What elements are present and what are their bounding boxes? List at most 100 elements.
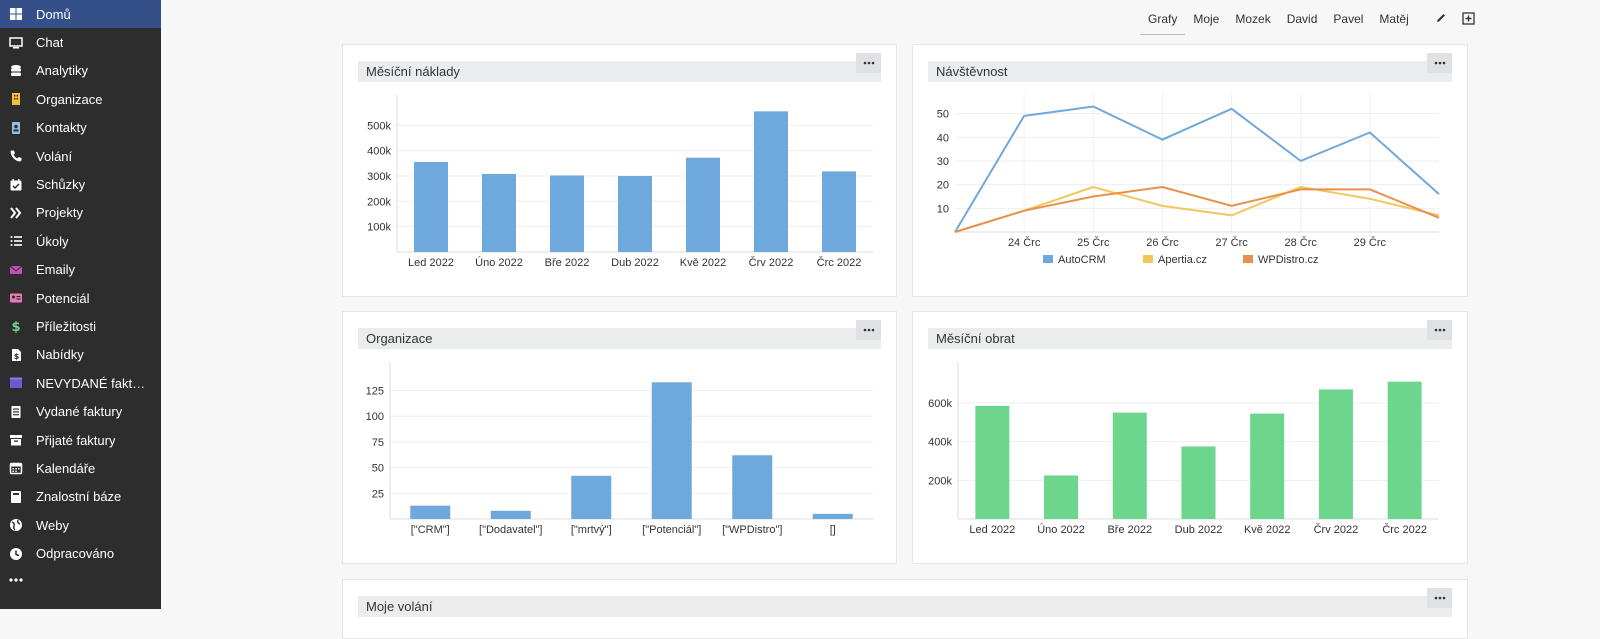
- legend-label: WPDistro.cz: [1258, 254, 1319, 266]
- bar: [732, 455, 773, 519]
- dashboard-tabs: Grafy Moje Mozek David Pavel Matěj: [1140, 0, 1479, 35]
- tab-mozek[interactable]: Mozek: [1235, 12, 1271, 26]
- bar: [1387, 381, 1422, 519]
- x-tick-label: Dub 2022: [611, 257, 659, 269]
- sidebar-item-invoice-draft[interactable]: NEVYDANÉ faktury: [0, 369, 161, 397]
- sidebar-item-database[interactable]: Analytiky: [0, 57, 161, 85]
- sidebar-item-label: Úkoly: [36, 233, 69, 249]
- calendar-icon: [9, 461, 23, 475]
- series-line-wpdistro-cz: [954, 185, 1440, 233]
- y-tick-label: 300k: [367, 171, 391, 183]
- sidebar-item-label: Projekty: [36, 205, 83, 221]
- sidebar-item-label: Emaily: [36, 262, 76, 278]
- x-tick-label: 29 Črc: [1354, 236, 1387, 249]
- x-tick-label: Črc 2022: [1382, 523, 1427, 536]
- sidebar-item-globe[interactable]: Weby: [0, 511, 161, 539]
- sidebar-item-id-card[interactable]: Potenciál: [0, 284, 161, 312]
- sidebar-item-calendar-check[interactable]: Schůzky: [0, 170, 161, 198]
- monthly-revenue-chart: 200k 400k 600k Led 2022 Úno 2022 Bře 2022 Dub …: [928, 362, 1439, 536]
- y-tick-label: 10: [937, 203, 949, 215]
- phone-icon: [9, 149, 23, 163]
- sidebar: Domů Chat Analytiky Organizace Kontakty Volán…: [0, 0, 161, 609]
- invoice-icon: [9, 405, 23, 419]
- x-tick-label: Črv 2022: [749, 256, 794, 269]
- organizations-chart: 25 50 75 100 125 ["CRM"] ["Dodavatel"] ["mrtvý"…: [366, 362, 873, 536]
- x-tick-label: Bře 2022: [545, 257, 590, 269]
- ellipsis-icon: [863, 61, 874, 65]
- sidebar-item-contact[interactable]: Kontakty: [0, 114, 161, 142]
- bar: [618, 175, 652, 252]
- y-tick-label: 75: [372, 437, 384, 449]
- sidebar-item-label: Příležitosti: [36, 318, 96, 334]
- chevrons-right-icon: [9, 206, 23, 220]
- bar: [975, 405, 1010, 519]
- sidebar-item-phone[interactable]: Volání: [0, 142, 161, 170]
- x-tick-label: Led 2022: [969, 524, 1015, 536]
- sidebar-item-label: Znalostní báze: [36, 489, 122, 505]
- sidebar-item-book[interactable]: Znalostní báze: [0, 483, 161, 511]
- sidebar-item-label: Volání: [36, 148, 73, 164]
- sidebar-item-label: Schůzky: [36, 177, 86, 193]
- sidebar-item-envelope[interactable]: Emaily: [0, 256, 161, 284]
- monthly-costs-chart: 100k 200k 300k 400k 500k Led 2022 Úno 2022 Bře …: [367, 95, 873, 269]
- bar: [651, 382, 692, 519]
- x-tick-label: 28 Črc: [1285, 236, 1318, 249]
- book-icon: [9, 490, 23, 504]
- add-dashboard-button[interactable]: [1459, 8, 1479, 28]
- sidebar-item-home[interactable]: Domů: [0, 0, 161, 29]
- panel-menu-button[interactable]: [1427, 53, 1452, 73]
- sidebar-more-button[interactable]: [0, 568, 161, 592]
- tab-matej[interactable]: Matěj: [1379, 12, 1409, 26]
- edit-dashboard-button[interactable]: [1431, 8, 1451, 28]
- sidebar-item-label: Odpracováno: [36, 546, 115, 562]
- sidebar-item-archive[interactable]: Přijaté faktury: [0, 426, 161, 454]
- bar: [812, 513, 853, 519]
- x-tick-label: ["Potenciál"]: [642, 524, 701, 536]
- y-tick-label: 30: [937, 156, 949, 168]
- sidebar-item-label: Kontakty: [36, 120, 87, 136]
- panel-menu-button[interactable]: [856, 320, 881, 340]
- sidebar-item-label: Organizace: [36, 91, 103, 107]
- bar: [686, 157, 720, 252]
- tab-grafy[interactable]: Grafy: [1140, 4, 1186, 35]
- sidebar-item-chevrons-right[interactable]: Projekty: [0, 199, 161, 227]
- archive-icon: [9, 433, 23, 447]
- legend-swatch: [1043, 255, 1053, 263]
- sidebar-item-dollar[interactable]: $ Příležitosti: [0, 312, 161, 340]
- calendar-check-icon: [9, 178, 23, 192]
- sidebar-item-invoice[interactable]: Vydané faktury: [0, 397, 161, 425]
- y-tick-label: 40: [937, 132, 949, 144]
- y-tick-label: 600k: [928, 398, 952, 410]
- sidebar-item-label: Chat: [36, 35, 64, 51]
- sidebar-item-clock[interactable]: Odpracováno: [0, 539, 161, 567]
- x-tick-label: 26 Črc: [1146, 236, 1179, 249]
- pencil-icon: [1436, 14, 1445, 22]
- database-icon: [9, 64, 23, 78]
- y-tick-label: 400k: [928, 437, 952, 449]
- panel-menu-button[interactable]: [1427, 320, 1452, 340]
- panel-title: Moje volání: [358, 596, 1452, 617]
- tab-pavel[interactable]: Pavel: [1333, 12, 1364, 26]
- sidebar-item-building[interactable]: Organizace: [0, 85, 161, 113]
- building-icon: [9, 92, 23, 106]
- tab-david[interactable]: David: [1286, 12, 1318, 26]
- y-tick-label: 50: [937, 109, 949, 121]
- bar: [1044, 475, 1079, 519]
- x-tick-label: Bře 2022: [1107, 524, 1152, 536]
- series-line-apertia-cz: [954, 185, 1440, 233]
- panel-menu-button[interactable]: [856, 53, 881, 73]
- sidebar-item-monitor[interactable]: Chat: [0, 28, 161, 56]
- panel-title: Měsíční obrat: [928, 328, 1452, 349]
- y-tick-label: 100k: [367, 222, 391, 234]
- sidebar-item-list[interactable]: Úkoly: [0, 227, 161, 255]
- y-tick-label: 20: [937, 180, 949, 192]
- monthly-revenue-panel: Měsíční obrat 200k 400k 600k Led 2022 Úno 20…: [912, 311, 1468, 564]
- tab-moje[interactable]: Moje: [1193, 12, 1220, 26]
- x-tick-label: Úno 2022: [1037, 523, 1085, 536]
- organizations-panel: Organizace 25 50 75 100 125 ["CRM"] ["Dodavate…: [342, 311, 897, 564]
- sidebar-item-file-dollar[interactable]: $ Nabídky: [0, 341, 161, 369]
- x-tick-label: Led 2022: [408, 257, 454, 269]
- sidebar-item-calendar[interactable]: Kalendáře: [0, 454, 161, 482]
- panel-menu-button[interactable]: [1427, 588, 1452, 608]
- ellipsis-icon: [1434, 61, 1445, 65]
